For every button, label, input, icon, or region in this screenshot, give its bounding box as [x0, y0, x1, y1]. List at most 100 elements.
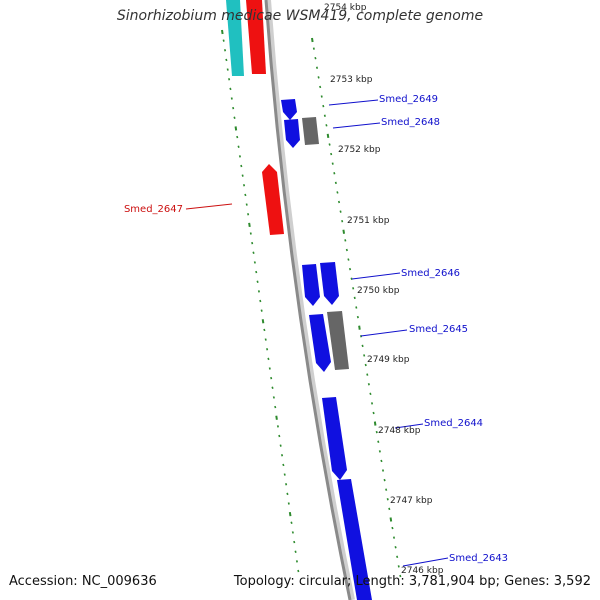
tick-mark: [381, 469, 385, 472]
tick-mark: [359, 335, 363, 338]
tick-mark: [336, 191, 339, 194]
tick-mark: [282, 463, 285, 467]
gene-leader-line: [402, 557, 449, 567]
tick-mark: [383, 478, 386, 482]
gene-leader-line: [351, 272, 401, 280]
genome-title: Sinorhizobium medicae WSM419, complete g…: [116, 8, 484, 24]
tick-mark: [363, 354, 366, 357]
tick-mark: [256, 280, 259, 283]
tick-mark: [244, 193, 247, 197]
tick-mark: [391, 526, 394, 530]
tick-mark: [353, 296, 356, 300]
tick-mark: [392, 536, 396, 539]
gene-arrow: [309, 314, 331, 372]
tick-mark: [278, 434, 281, 438]
tick-mark: [386, 498, 389, 501]
tick-mark: [312, 47, 315, 50]
gene-arrow: [327, 311, 349, 370]
tick-mark: [396, 555, 399, 559]
tick-mark: [364, 363, 367, 367]
tick-mark: [247, 212, 250, 216]
tick-mark: [320, 95, 323, 98]
tick-mark: [295, 560, 299, 563]
gene-leader-line: [328, 99, 379, 106]
tick-mark: [394, 546, 397, 549]
tick-mark: [236, 135, 239, 139]
gene-label-smed-2649: Smed_2649: [379, 94, 438, 105]
tick-mark: [377, 440, 380, 443]
tick-mark: [261, 319, 265, 324]
tick-mark: [361, 344, 364, 348]
tick-mark: [385, 488, 388, 491]
tick-mark: [367, 382, 370, 386]
tick-mark: [276, 425, 280, 428]
kbp-label: 2747 kbp: [390, 496, 433, 506]
tick-mark: [255, 270, 258, 274]
kbp-label: 2746 kbp: [401, 566, 444, 576]
tick-mark: [328, 143, 331, 146]
gene-features: [226, 0, 372, 600]
tick-mark: [389, 517, 393, 522]
kbp-labels: 2754 kbp 2753 kbp 2752 kbp 2751 kbp 2750 kbp…: [324, 3, 444, 576]
tick-mark: [271, 386, 274, 390]
tick-mark: [290, 521, 293, 525]
tick-mark: [222, 39, 225, 42]
tick-mark: [230, 97, 233, 100]
tick-mark: [287, 502, 290, 505]
tick-mark: [375, 430, 378, 434]
tick-mark: [315, 66, 319, 69]
tick-mark: [317, 76, 320, 79]
tick-mark: [323, 114, 326, 117]
gene-leader-line: [185, 203, 233, 210]
gene-leader-line: [332, 122, 381, 129]
tick-mark: [330, 152, 333, 156]
tick-mark: [245, 203, 248, 206]
backbone-line: [264, 0, 352, 600]
tick-mark: [399, 574, 402, 578]
gene-arrow: [284, 119, 300, 148]
tick-mark: [275, 415, 278, 420]
tick-mark: [344, 239, 347, 242]
tick-mark: [356, 315, 359, 319]
tick-mark: [259, 299, 262, 303]
tick-mark: [252, 251, 255, 255]
gene-arrow: [302, 117, 319, 145]
tick-mark: [325, 124, 328, 127]
tick-mark: [370, 402, 374, 405]
tick-mark: [355, 306, 358, 309]
gene-leader-line: [360, 329, 408, 337]
tick-mark: [274, 405, 277, 409]
tick-mark: [322, 104, 325, 108]
gene-arrow: [320, 262, 339, 305]
tick-mark: [319, 85, 322, 89]
tick-mark: [352, 287, 355, 290]
tick-mark: [380, 459, 383, 463]
tick-mark: [264, 338, 267, 341]
gene-arrow: [246, 0, 266, 74]
gene-arrow: [281, 99, 297, 120]
tick-mark: [280, 454, 284, 457]
tick-mark: [283, 473, 286, 476]
tick-mark: [314, 56, 317, 60]
tick-mark: [286, 492, 289, 496]
gene-arrow: [226, 0, 244, 76]
tick-mark: [347, 258, 350, 261]
tick-mark: [253, 261, 256, 264]
genome-summary-text: Topology: circular; Length: 3,781,904 bp…: [233, 574, 591, 589]
tick-mark: [358, 325, 361, 330]
tick-mark: [388, 507, 391, 511]
tick-mark: [334, 181, 337, 185]
tick-mark: [397, 565, 400, 568]
tick-mark: [291, 531, 294, 534]
tick-mark: [251, 241, 254, 245]
kbp-label: 2754 kbp: [324, 3, 367, 13]
gene-label-smed-2647: Smed_2647: [124, 204, 183, 215]
tick-mark: [226, 68, 229, 71]
gene-arrow: [302, 264, 320, 306]
tick-mark: [288, 511, 292, 517]
tick-mark: [350, 277, 353, 280]
tick-mark: [311, 37, 314, 43]
tick-mark: [249, 232, 252, 235]
tick-mark: [333, 172, 336, 175]
